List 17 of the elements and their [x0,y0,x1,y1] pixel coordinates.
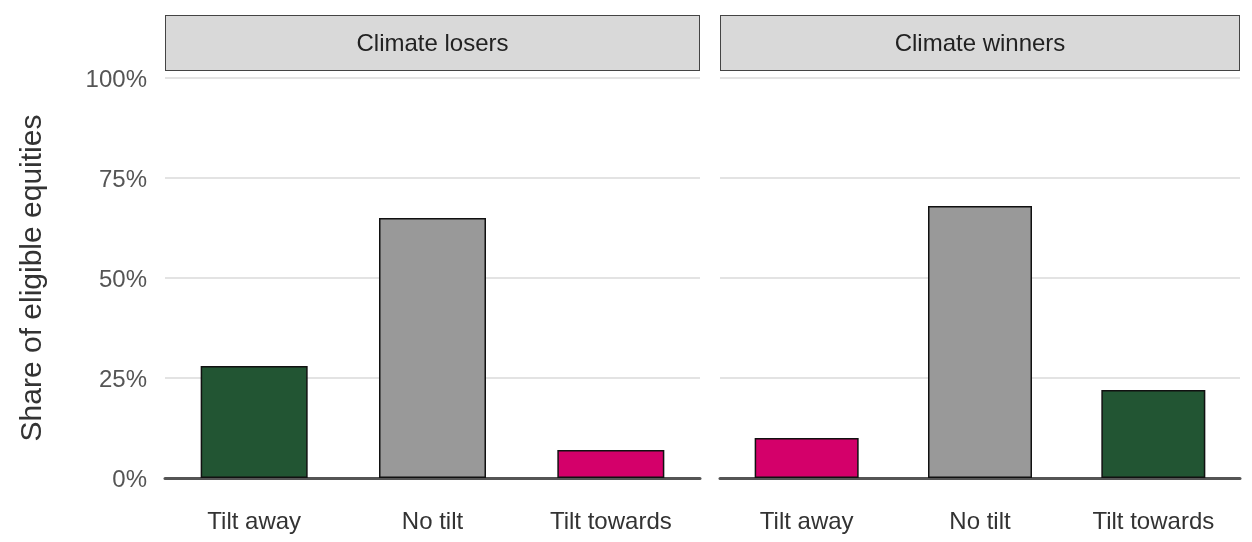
x-tick-label: Tilt away [207,506,302,534]
chart-title: Climate winners [720,15,1240,71]
x-tick-label: Tilt towards [1092,506,1215,534]
x-tick-label: No tilt [949,506,1011,534]
y-axis-title: Share of eligible equities [13,114,47,442]
y-tick-label: 50% [98,264,147,292]
x-tick-label: No tilt [401,506,464,534]
bar [379,218,486,478]
x-tick-label: Tilt away [759,506,854,534]
bar [200,366,308,478]
bar [557,450,665,478]
y-tick-label: 0% [112,464,147,492]
x-tick-label: Tilt towards [549,506,672,534]
y-tick-label: 25% [98,364,147,392]
y-tick-label: 75% [98,164,147,192]
y-tick-label: 100% [85,64,147,92]
chart-title: Climate losers [165,15,700,71]
